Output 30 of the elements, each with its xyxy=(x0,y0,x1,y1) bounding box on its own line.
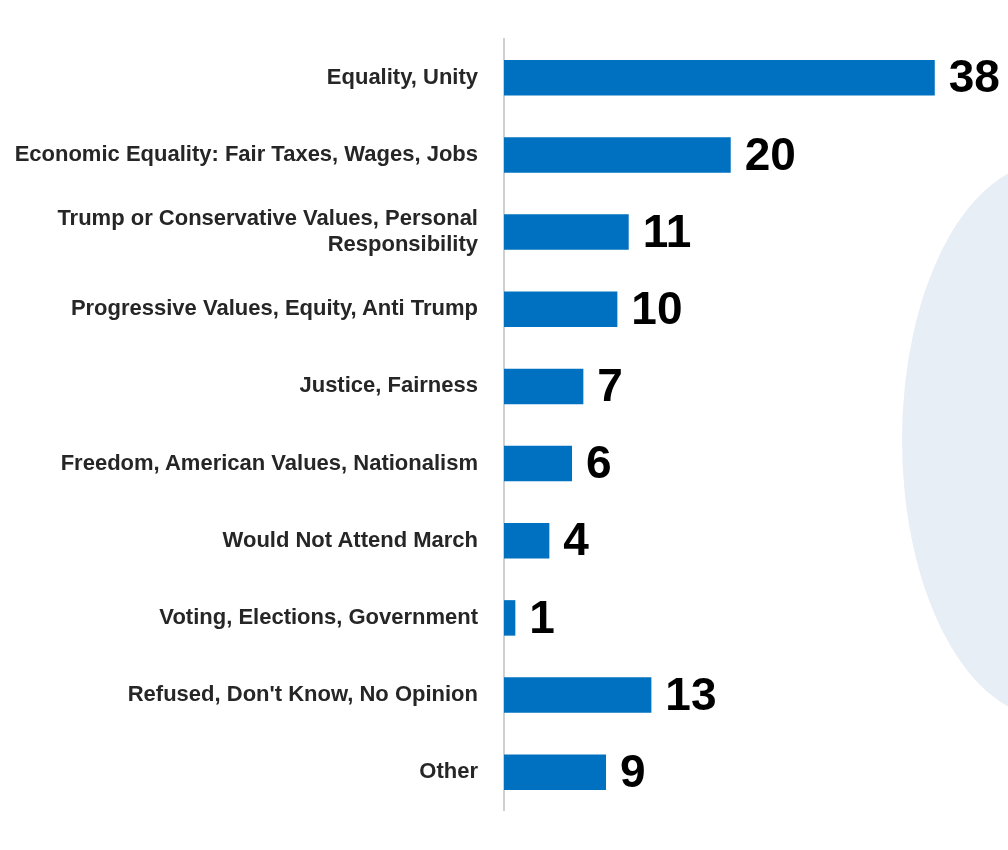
data-label: 38 xyxy=(948,50,1000,103)
data-label: 11 xyxy=(642,204,692,257)
y-tick-label: Freedom, American Values, Nationalism xyxy=(60,449,478,475)
bar xyxy=(504,754,607,790)
data-label: 20 xyxy=(744,127,796,180)
data-label: 9 xyxy=(620,744,646,797)
bar xyxy=(504,677,652,713)
y-tick-label: Equality, Unity xyxy=(326,63,479,89)
bar xyxy=(504,137,731,173)
y-tick-label: Progressive Values, Equity, Anti Trump xyxy=(70,295,478,321)
bar xyxy=(504,60,935,96)
y-tick-label: Would Not Attend March xyxy=(222,526,478,552)
bar xyxy=(504,522,550,559)
data-label: 10 xyxy=(631,281,683,334)
data-label: 4 xyxy=(563,513,590,566)
y-tick-label: Other xyxy=(419,758,479,784)
bar xyxy=(504,445,573,482)
y-tick-label: Trump or Conservative Values, Personal Responsibility xyxy=(57,204,479,257)
bar xyxy=(504,600,516,636)
data-label: 7 xyxy=(597,359,623,412)
y-tick-label: Justice, Fairness xyxy=(299,372,478,398)
y-tick-label: Voting, Elections, Government xyxy=(159,603,479,629)
bar xyxy=(504,214,629,250)
y-tick-label: Economic Equality: Fair Taxes, Wages, Jobs xyxy=(14,141,478,166)
data-label: 6 xyxy=(586,436,612,489)
data-label: 1 xyxy=(529,590,555,643)
y-tick-label: Refused, Don't Know, No Opinion xyxy=(127,681,478,707)
bar xyxy=(504,368,584,405)
bar xyxy=(504,291,618,328)
data-label: 13 xyxy=(665,667,717,720)
